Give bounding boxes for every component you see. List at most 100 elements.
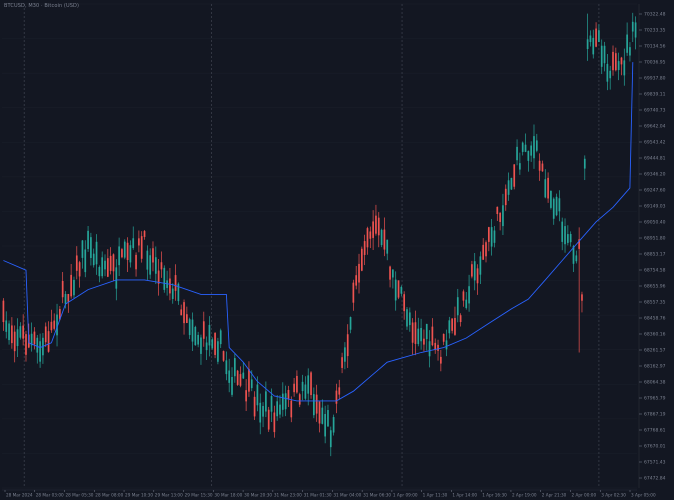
candle-body bbox=[541, 163, 544, 172]
candle-body bbox=[11, 325, 13, 344]
candle-body bbox=[109, 255, 112, 271]
candle-body bbox=[445, 340, 448, 350]
price-tick-label: 67571.43 bbox=[644, 460, 666, 466]
candle-body bbox=[552, 198, 555, 219]
candle-body bbox=[606, 63, 609, 82]
price-tick-label: 70036.95 bbox=[644, 60, 666, 66]
candle-body bbox=[205, 342, 208, 351]
candle-body bbox=[372, 221, 374, 238]
candle-body bbox=[476, 268, 479, 284]
time-tick-label: 29 Mar 15:30 bbox=[185, 493, 213, 498]
candle-body bbox=[327, 410, 329, 427]
candle-body bbox=[92, 253, 95, 266]
candle-body bbox=[440, 356, 442, 364]
candle-body bbox=[473, 261, 476, 281]
moving-average-line bbox=[3, 62, 634, 402]
candle-body bbox=[47, 331, 50, 352]
candle-body bbox=[163, 267, 166, 290]
candle-body bbox=[126, 242, 129, 260]
price-tick-label: 69740.73 bbox=[644, 108, 666, 114]
price-tick-label: 68557.35 bbox=[644, 300, 666, 306]
candle-body bbox=[329, 430, 332, 448]
candle-body bbox=[583, 158, 586, 169]
candle-body bbox=[160, 262, 163, 270]
candle-body bbox=[437, 344, 439, 351]
time-tick-label: 2 Apr 21:30 bbox=[542, 493, 567, 498]
candle-body bbox=[250, 379, 253, 389]
time-tick-label: 31 Mar 06:30 bbox=[363, 493, 391, 498]
candle-body bbox=[510, 177, 513, 190]
candle-body bbox=[434, 342, 437, 351]
time-tick-label: 1 Apr 14:00 bbox=[452, 493, 477, 498]
candle-body bbox=[242, 372, 245, 379]
candle-body bbox=[95, 241, 98, 265]
candle-body bbox=[369, 231, 372, 239]
candle-body bbox=[197, 334, 199, 345]
candle-body bbox=[406, 309, 408, 327]
candle-body bbox=[425, 323, 428, 340]
candle-body bbox=[87, 230, 89, 249]
candle-body bbox=[397, 280, 400, 298]
price-tick-label: 69642.04 bbox=[644, 124, 666, 130]
candle-body bbox=[222, 351, 225, 361]
price-tick-label: 69247.60 bbox=[644, 188, 666, 194]
candle-body bbox=[544, 179, 547, 198]
time-tick-label: 28 Mar 2024 bbox=[6, 493, 33, 498]
price-tick-label: 70233.35 bbox=[644, 28, 666, 34]
price-tick-label: 68261.57 bbox=[644, 348, 666, 354]
candle-body bbox=[538, 160, 541, 171]
candle-body bbox=[578, 239, 580, 249]
candle-body bbox=[217, 341, 219, 362]
candle-body bbox=[448, 320, 451, 334]
candle-body bbox=[513, 164, 516, 187]
candle-body bbox=[290, 400, 293, 418]
candle-body bbox=[456, 297, 459, 316]
candle-body bbox=[248, 369, 250, 392]
candle-body bbox=[8, 323, 10, 341]
candle-body bbox=[239, 374, 242, 386]
candle-body bbox=[567, 234, 569, 243]
candle-body bbox=[502, 205, 504, 227]
price-tick-label: 69050.40 bbox=[644, 220, 666, 226]
candle-body bbox=[22, 325, 25, 339]
price-tick-label: 68458.76 bbox=[644, 316, 666, 322]
price-tick-label: 67965.79 bbox=[644, 396, 666, 402]
candle-body bbox=[194, 326, 197, 346]
candle-body bbox=[487, 227, 490, 242]
candle-body bbox=[569, 233, 572, 243]
candle-body bbox=[228, 370, 231, 383]
candle-body bbox=[600, 45, 603, 67]
time-tick-label: 29 Mar 10:30 bbox=[125, 493, 153, 498]
price-tick-label: 69149.03 bbox=[644, 204, 666, 210]
candle-body bbox=[135, 254, 137, 270]
time-tick-label: 2 Apr 19:00 bbox=[512, 493, 537, 498]
candle-body bbox=[629, 47, 631, 56]
candle-body bbox=[78, 262, 81, 277]
candle-body bbox=[84, 249, 87, 273]
candle-body bbox=[36, 337, 39, 353]
candle-body bbox=[98, 267, 101, 277]
candle-body bbox=[132, 238, 135, 248]
candle-body bbox=[360, 248, 363, 271]
candle-body bbox=[524, 144, 527, 152]
candle-body bbox=[318, 401, 321, 424]
candle-body bbox=[634, 22, 637, 38]
candle-body bbox=[90, 237, 92, 258]
candle-body bbox=[276, 401, 279, 417]
candle-body bbox=[16, 329, 19, 347]
candle-body bbox=[287, 389, 290, 400]
candle-body bbox=[423, 338, 425, 345]
candle-body bbox=[392, 269, 394, 278]
candle-body bbox=[527, 150, 530, 161]
candle-body bbox=[180, 309, 183, 316]
candle-body bbox=[225, 360, 228, 375]
candle-body bbox=[468, 286, 470, 304]
price-tick-label: 70134.56 bbox=[644, 44, 666, 50]
candle-body bbox=[352, 282, 355, 303]
time-tick-label: 3 Apr 02:30 bbox=[601, 493, 626, 498]
candle-body bbox=[420, 327, 422, 342]
candle-body bbox=[53, 320, 56, 329]
candle-body bbox=[555, 196, 558, 216]
